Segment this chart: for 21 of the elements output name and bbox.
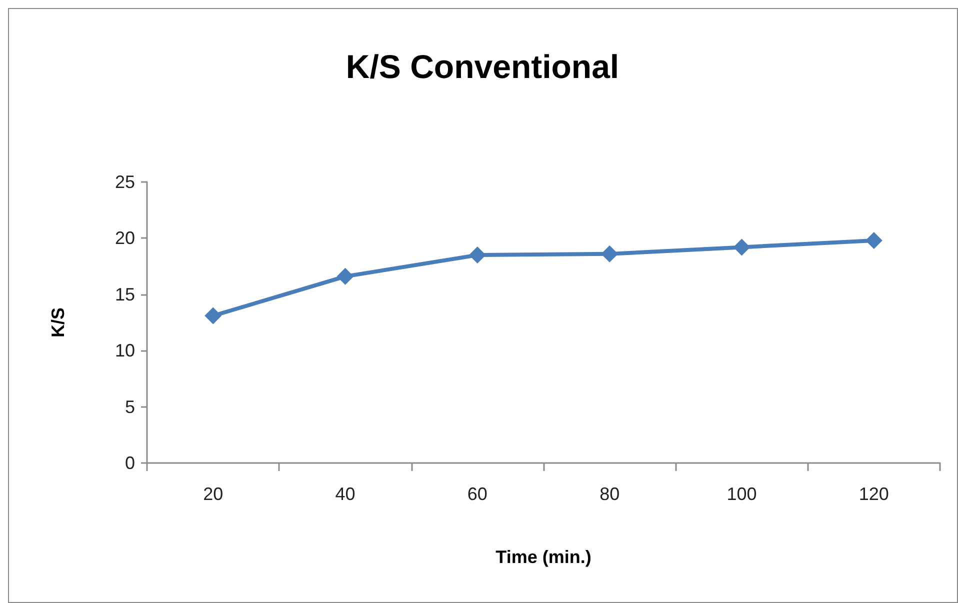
point <box>468 246 486 264</box>
x-tick-label: 20 <box>203 484 224 504</box>
y-tick-label: 15 <box>114 284 135 304</box>
y-tick-label: 25 <box>114 172 135 192</box>
point <box>204 307 222 324</box>
chart-title: K/S Conventional <box>346 48 620 85</box>
y-axis-title: K/S <box>48 307 68 338</box>
point <box>865 232 882 249</box>
point <box>336 268 354 285</box>
x-tick-label: 40 <box>335 484 356 504</box>
point <box>733 238 750 256</box>
x-axis-title: Time (min.) <box>496 547 592 567</box>
y-tick-label: 5 <box>124 396 135 417</box>
point <box>601 245 618 262</box>
y-tick-label: 20 <box>114 228 135 248</box>
y-tick-label: 10 <box>114 340 135 361</box>
y-tick-label: 0 <box>124 453 135 473</box>
x-tick-label: 60 <box>467 484 488 504</box>
x-tick-label: 80 <box>600 484 620 504</box>
x-tick-label: 100 <box>726 484 757 504</box>
x-tick-label: 120 <box>858 484 889 504</box>
